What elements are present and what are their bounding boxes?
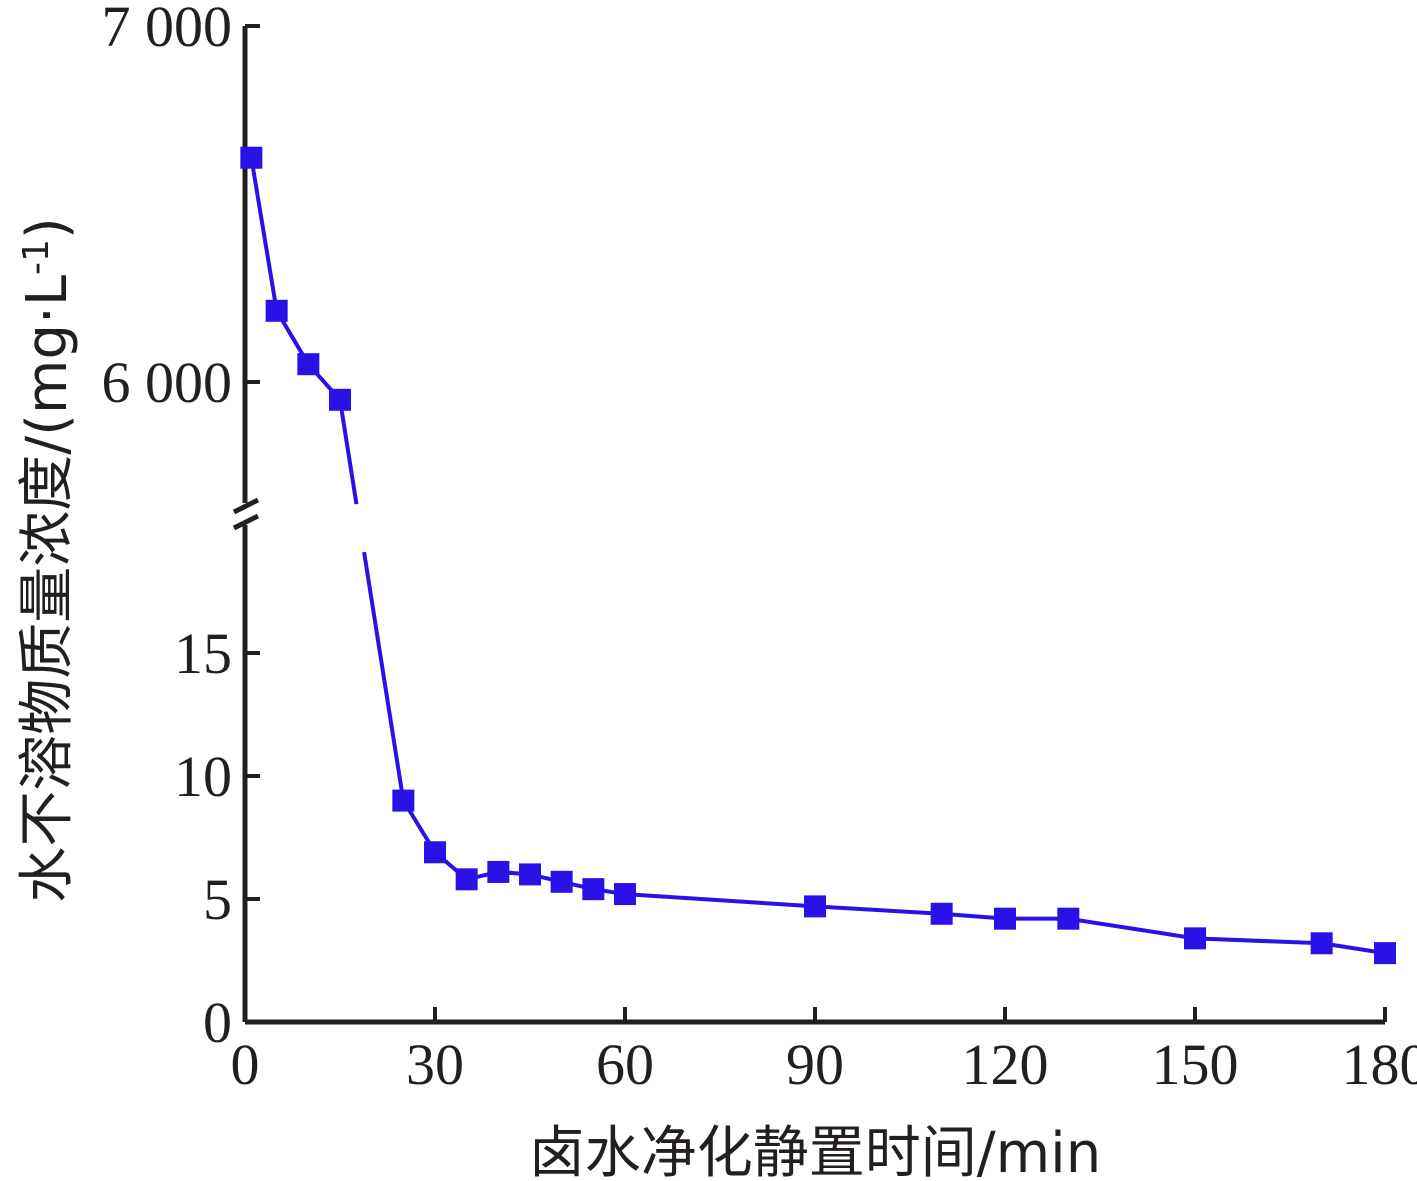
- data-point-marker: [582, 878, 605, 901]
- series-line-segment: [249, 157, 279, 312]
- data-point-marker: [265, 299, 288, 322]
- data-point-marker: [455, 868, 478, 891]
- x-tick-label: 120: [962, 1032, 1049, 1097]
- series-line-segment: [814, 904, 942, 916]
- markers: [240, 146, 1396, 965]
- data-point-marker: [1310, 932, 1333, 955]
- data-point-marker: [240, 146, 263, 169]
- y-tick-label: 0: [203, 990, 232, 1055]
- axes: [232, 26, 1385, 1025]
- y-axis-title: 水不溶物质量浓度/(mg·L-1): [15, 217, 80, 903]
- y-tick-label: 15: [174, 621, 232, 686]
- y-axis-title-main: 水不溶物质量浓度/(mg·L: [15, 275, 80, 903]
- y-axis-title-close: ): [15, 217, 80, 239]
- data-point-marker: [1057, 907, 1080, 930]
- data-point-marker: [804, 895, 826, 918]
- x-tick-label: 60: [596, 1032, 654, 1097]
- series-line-segment: [338, 399, 359, 505]
- y-tick-label: 7 000: [102, 0, 233, 59]
- data-point-marker: [487, 860, 510, 883]
- series-line-segment: [624, 892, 816, 909]
- axis-break-mark: [232, 497, 260, 515]
- data-point-marker: [392, 789, 415, 812]
- data-point-marker: [1374, 942, 1396, 965]
- series: [249, 157, 1386, 956]
- x-tick-label: 90: [786, 1032, 844, 1097]
- data-point-marker: [424, 841, 446, 864]
- series-line-segment: [362, 551, 406, 801]
- x-tick-label: 30: [406, 1032, 464, 1097]
- ticks: 0 30 60 90 120 150 180 0 5 10 15 6 000 7 000: [102, 0, 1417, 1097]
- y-tick-label: 6 000: [102, 350, 233, 415]
- series-line-segment: [1194, 936, 1322, 946]
- data-point-marker: [930, 902, 953, 925]
- x-axis-title: 卤水净化静置时间/min: [529, 1121, 1101, 1181]
- data-point-marker: [1184, 927, 1206, 950]
- data-point-marker: [994, 907, 1016, 930]
- data-point-marker: [329, 388, 351, 411]
- x-tick-label: 180: [1342, 1032, 1417, 1097]
- data-point-marker: [614, 883, 636, 906]
- data-point-marker: [297, 353, 320, 376]
- y-tick-label: 5: [203, 867, 232, 932]
- y-tick-label: 10: [174, 744, 232, 809]
- data-point-marker: [519, 863, 541, 886]
- series-line-segment: [1068, 916, 1196, 941]
- x-tick-label: 150: [1152, 1032, 1239, 1097]
- x-tick-label: 0: [231, 1032, 260, 1097]
- axis-break-mark: [232, 513, 260, 531]
- data-point-marker: [550, 870, 573, 893]
- y-axis-title-superscript: -1: [16, 239, 57, 275]
